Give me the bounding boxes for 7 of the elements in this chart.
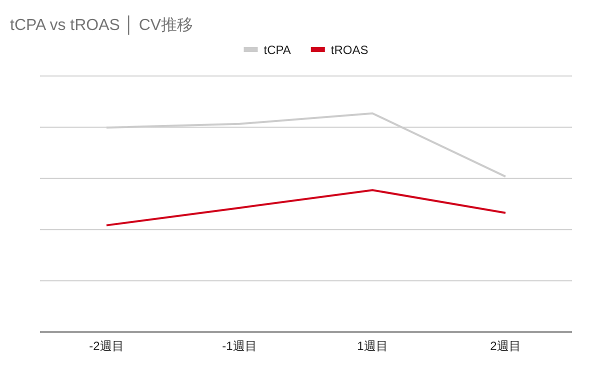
legend-label: tROAS — [330, 43, 368, 57]
x-tick-label: -2週目 — [89, 339, 124, 353]
chart-title: tCPA vs tROAS │ CV推移 — [10, 15, 194, 35]
x-tick-label: -1週目 — [222, 339, 257, 353]
legend-label: tCPA — [264, 43, 291, 57]
x-tick-label: 2週目 — [490, 339, 521, 353]
x-tick-label: 1週目 — [357, 339, 388, 353]
